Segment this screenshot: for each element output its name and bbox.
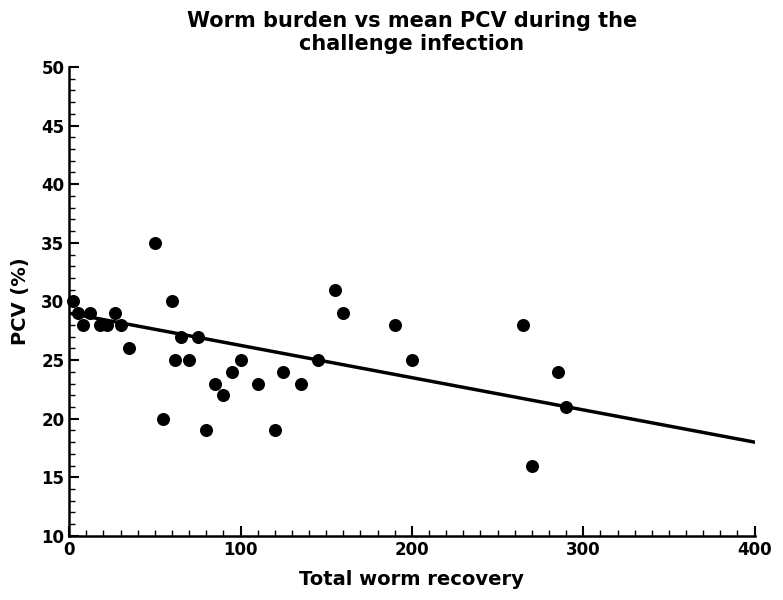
Point: [71, 308, 84, 318]
Point: [149, 238, 161, 248]
Point: [406, 355, 418, 365]
Point: [226, 367, 238, 377]
Point: [517, 320, 529, 329]
Point: [200, 425, 212, 435]
Point: [67, 296, 79, 306]
Point: [183, 355, 196, 365]
Point: [109, 308, 121, 318]
Point: [94, 320, 106, 329]
Point: [101, 320, 114, 329]
Point: [312, 355, 324, 365]
Point: [77, 320, 89, 329]
Point: [551, 367, 564, 377]
Point: [217, 391, 229, 400]
Point: [251, 379, 264, 388]
Point: [269, 425, 281, 435]
Point: [294, 379, 307, 388]
Point: [329, 285, 341, 295]
Point: [169, 355, 182, 365]
Point: [166, 296, 179, 306]
Point: [388, 320, 401, 329]
Point: [337, 308, 350, 318]
Point: [84, 308, 96, 318]
Point: [560, 402, 572, 412]
Point: [208, 379, 221, 388]
Y-axis label: PCV (%): PCV (%): [11, 257, 30, 345]
X-axis label: Total worm recovery: Total worm recovery: [299, 570, 525, 589]
Title: Worm burden vs mean PCV during the
challenge infection: Worm burden vs mean PCV during the chall…: [187, 11, 637, 55]
Point: [157, 414, 170, 424]
Point: [175, 332, 187, 341]
Point: [277, 367, 290, 377]
Point: [192, 332, 204, 341]
Point: [525, 461, 538, 470]
Point: [234, 355, 247, 365]
Point: [114, 320, 127, 329]
Point: [123, 344, 135, 353]
